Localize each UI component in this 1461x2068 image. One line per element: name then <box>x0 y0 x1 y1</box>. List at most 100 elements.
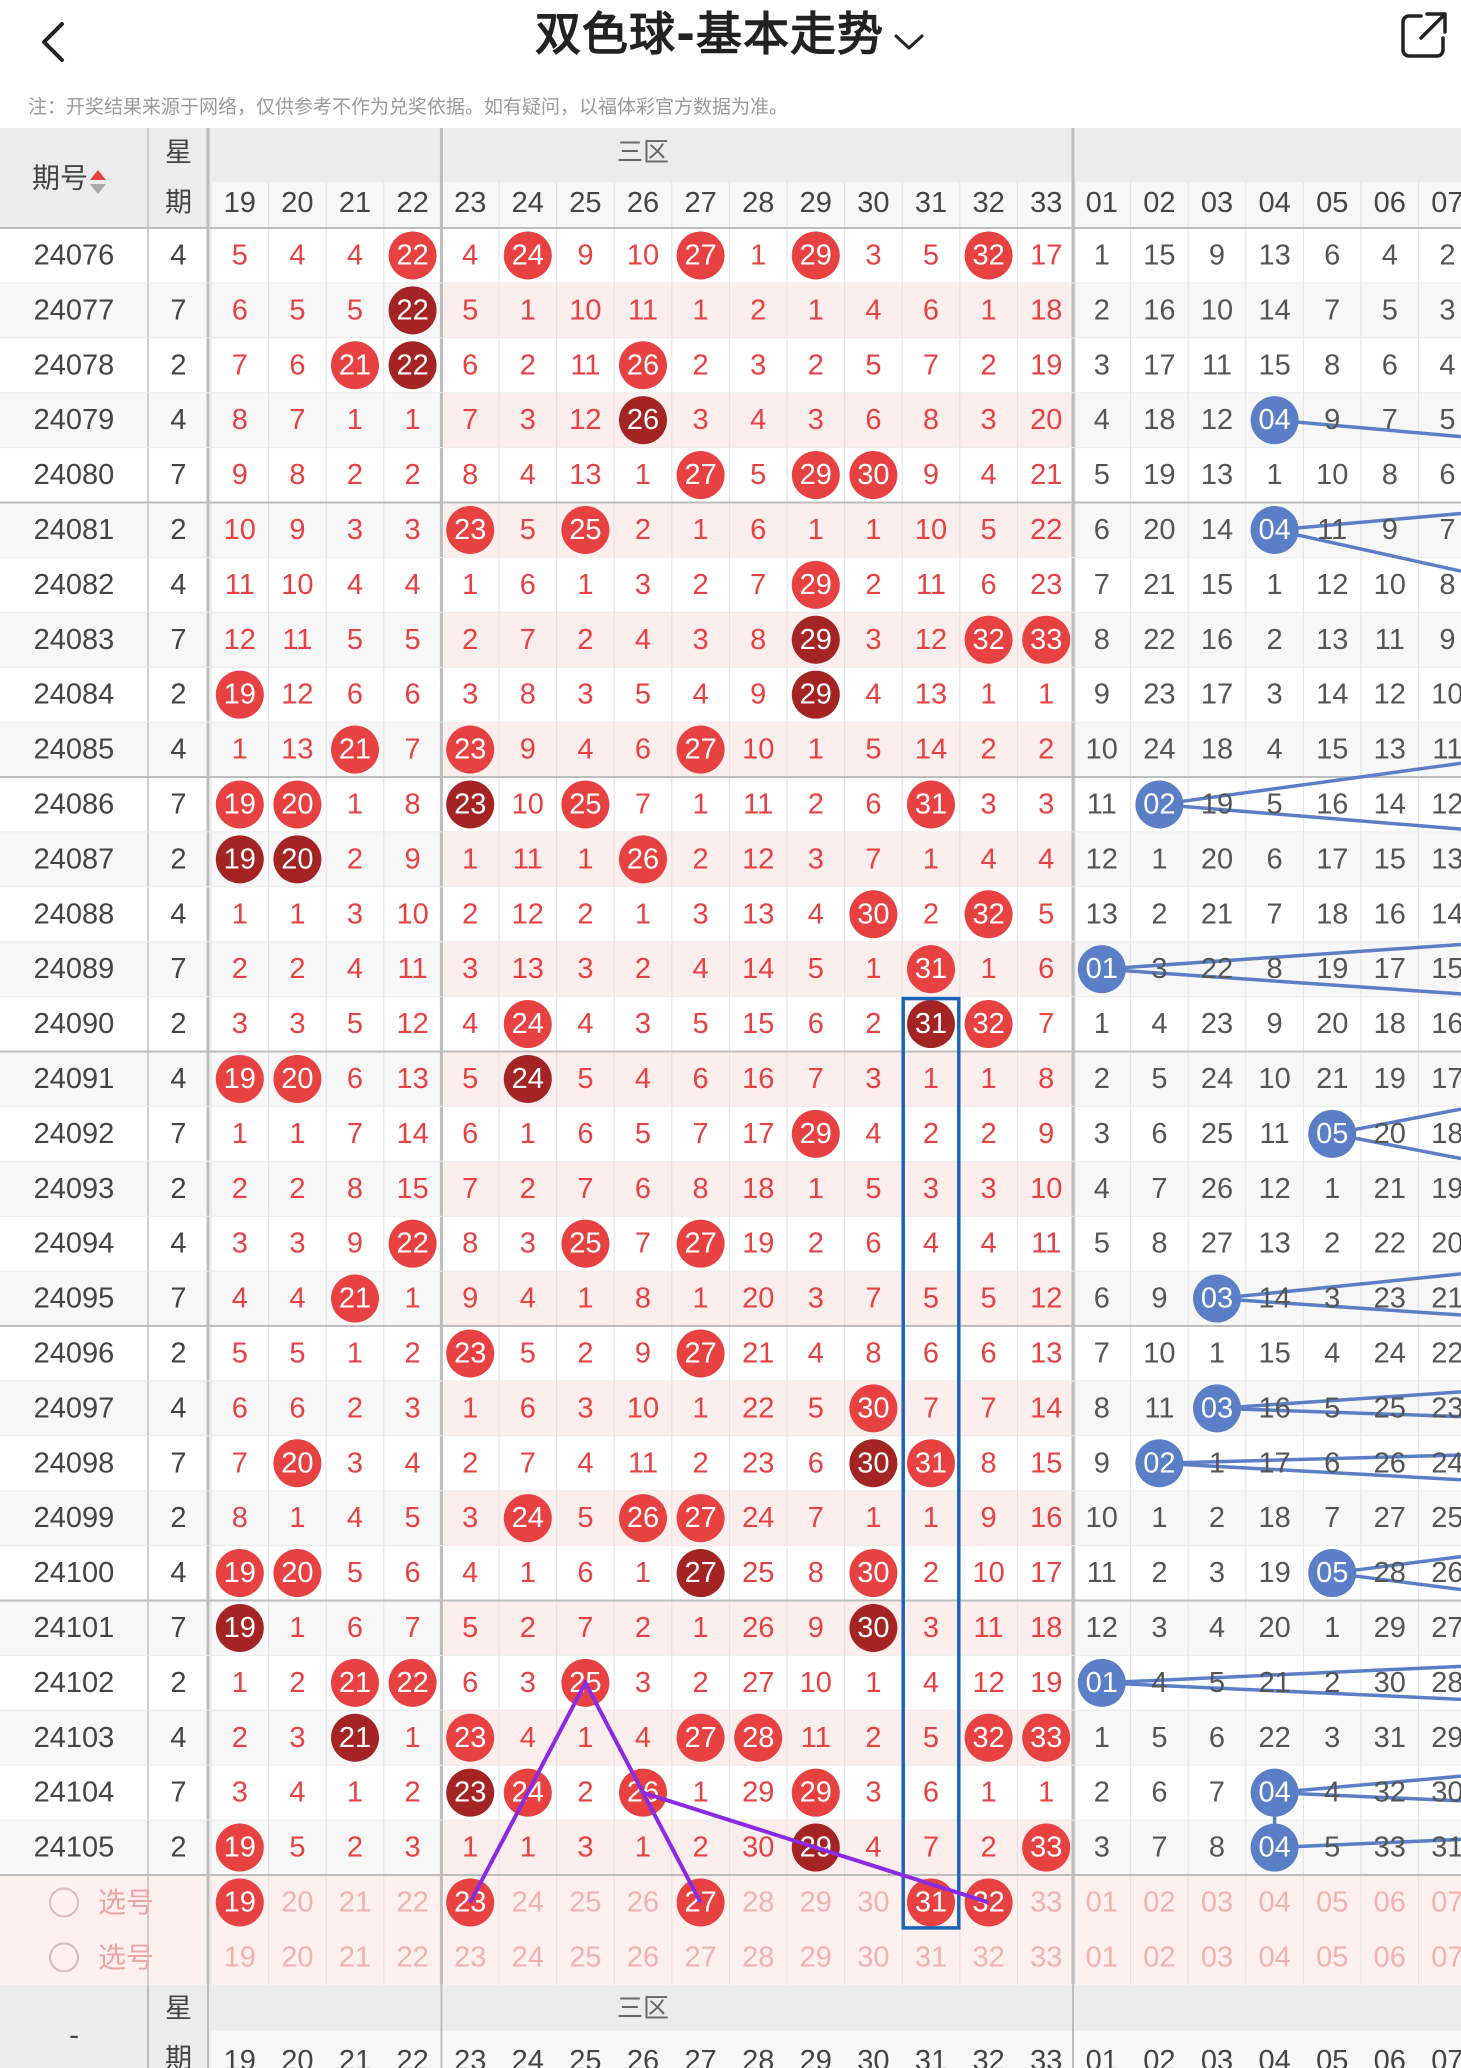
red-miss-count: 6 <box>635 1173 651 1205</box>
blue-miss-count: 22 <box>1258 1722 1290 1754</box>
red-miss-count: 2 <box>693 1832 709 1864</box>
red-miss-count: 7 <box>289 404 305 436</box>
red-miss-count: 7 <box>1038 1008 1054 1040</box>
red-miss-count: 2 <box>808 1228 824 1260</box>
red-miss-count: 1 <box>520 1118 536 1150</box>
blue-miss-count: 13 <box>1258 1228 1290 1260</box>
blue-miss-count: 14 <box>1374 788 1406 820</box>
red-miss-count: 9 <box>520 734 536 766</box>
blue-miss-count: 12 <box>1431 788 1461 820</box>
red-miss-count: 6 <box>520 569 536 601</box>
blue-miss-count: 2 <box>1094 294 1110 326</box>
red-miss-count: 18 <box>1030 294 1062 326</box>
red-miss-count: 1 <box>693 294 709 326</box>
blue-miss-count: 10 <box>1258 1063 1290 1095</box>
red-miss-count: 5 <box>462 1063 478 1095</box>
blue-ball-number: 01 <box>1086 953 1118 985</box>
red-miss-count: 4 <box>347 569 363 601</box>
red-miss-count: 4 <box>462 239 478 271</box>
radio-circle-icon[interactable] <box>49 1887 79 1918</box>
picked-red-ball[interactable] <box>907 1878 955 1927</box>
blue-miss-count: 9 <box>1382 514 1398 546</box>
blue-miss-count: 9 <box>1267 1008 1283 1040</box>
selectable-red-number: 21 <box>339 1941 371 1973</box>
red-miss-count: 3 <box>865 1063 881 1095</box>
red-ball <box>676 1713 725 1762</box>
picked-red-ball[interactable] <box>215 1878 264 1927</box>
blue-trend-line <box>1159 802 1461 831</box>
blue-ball-number: 03 <box>1201 1392 1233 1424</box>
red-ball-number: 20 <box>281 788 313 820</box>
share-button[interactable] <box>1397 8 1451 62</box>
red-miss-count: 1 <box>520 294 536 326</box>
red-ball-number: 26 <box>627 404 659 436</box>
back-button[interactable] <box>30 10 80 70</box>
red-miss-count: 10 <box>915 514 947 546</box>
sort-icon[interactable] <box>90 170 106 194</box>
red-miss-count: 4 <box>693 953 709 985</box>
red-miss-count: 4 <box>808 1337 824 1369</box>
blue-miss-count: 8 <box>1151 1228 1167 1260</box>
week-cell: 7 <box>170 788 186 820</box>
blue-miss-count: 17 <box>1316 843 1348 875</box>
col-header-period: 期号 <box>32 162 88 195</box>
blue-miss-count: 9 <box>1094 1447 1110 1479</box>
table-row-bg <box>0 1765 1461 1821</box>
red-ball-number: 27 <box>684 1337 716 1369</box>
red-ball <box>849 451 898 500</box>
red-miss-count: 2 <box>981 734 997 766</box>
blue-miss-count: 12 <box>1258 1173 1290 1205</box>
red-miss-count: 27 <box>742 1667 774 1699</box>
select-row-label: 选号 <box>98 1941 154 1974</box>
red-miss-count: 7 <box>232 349 248 381</box>
red-ball <box>964 1000 1013 1049</box>
radio-circle-icon[interactable] <box>49 1942 79 1973</box>
red-ball <box>446 725 495 774</box>
blue-miss-count: 21 <box>1143 569 1175 601</box>
trend-chart-table[interactable]: 期号星期三区 19 20 21 22 23 24 25 26 27 28 29 30 31 32 33 01 02… <box>0 128 1461 2068</box>
col-header-week-2: 期 <box>165 188 192 219</box>
page-title[interactable]: 双色球-基本走势 <box>0 4 1461 68</box>
footer-col-red: 31 <box>915 2045 947 2068</box>
week-cell: 4 <box>170 239 186 271</box>
period-cell: 24077 <box>34 294 115 326</box>
table-row-bg <box>0 447 1461 503</box>
red-miss-count: 3 <box>520 1667 536 1699</box>
red-miss-count: 20 <box>742 1283 774 1315</box>
blue-ball <box>1250 1823 1299 1872</box>
selectable-red-number: 19 <box>224 1941 256 1973</box>
red-miss-count: 1 <box>462 843 478 875</box>
red-ball-number: 22 <box>396 1667 428 1699</box>
blue-miss-count: 18 <box>1374 1008 1406 1040</box>
blue-trend-line <box>1159 1453 1461 1465</box>
red-miss-count: 2 <box>289 1173 305 1205</box>
blue-miss-count: 5 <box>1324 1392 1340 1424</box>
red-miss-count: 7 <box>923 1392 939 1424</box>
red-ball-number: 21 <box>339 1667 371 1699</box>
blue-trend-line <box>1274 528 1461 573</box>
blue-miss-count: 15 <box>1201 569 1233 601</box>
blue-miss-count: 11 <box>1375 624 1405 656</box>
red-miss-count: 18 <box>742 1173 774 1205</box>
red-ball <box>561 505 610 554</box>
red-ball-number: 24 <box>512 239 544 271</box>
red-miss-count: 3 <box>1038 788 1054 820</box>
blue-miss-count: 4 <box>1439 349 1455 381</box>
select-row-bg <box>0 1929 1461 1985</box>
blue-miss-count: 6 <box>1324 1447 1340 1479</box>
red-ball <box>619 396 667 445</box>
footer-col-red: 19 <box>224 2045 256 2068</box>
red-ball-number: 25 <box>569 514 601 546</box>
red-miss-count: 1 <box>289 1118 305 1150</box>
red-miss-count: 9 <box>405 843 421 875</box>
blue-miss-count: 19 <box>1374 1063 1406 1095</box>
red-ball <box>503 1494 552 1543</box>
col-header-red: 26 <box>627 187 659 219</box>
red-miss-count: 3 <box>405 1832 421 1864</box>
red-miss-count: 4 <box>289 1777 305 1809</box>
red-ball <box>215 780 264 829</box>
red-ball <box>907 945 955 994</box>
selectable-blue-number: 02 <box>1143 1941 1175 1973</box>
blue-miss-count: 25 <box>1201 1118 1233 1150</box>
blue-miss-count: 17 <box>1431 1063 1461 1095</box>
